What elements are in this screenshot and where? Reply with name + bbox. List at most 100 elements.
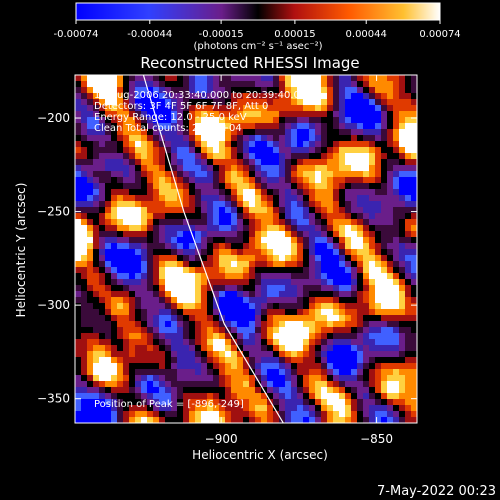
heatmap-cell xyxy=(261,165,268,172)
heatmap-cell xyxy=(93,219,100,226)
heatmap-cell xyxy=(279,411,286,418)
heatmap-cell xyxy=(231,225,238,232)
plot-frame xyxy=(74,74,418,424)
heatmap-cell xyxy=(225,99,232,106)
heatmap-cell xyxy=(351,255,358,262)
heatmap-cell xyxy=(333,393,340,400)
heatmap-cell xyxy=(123,339,130,346)
heatmap-cell xyxy=(165,87,172,94)
heatmap-cell xyxy=(357,153,364,160)
heatmap-cell xyxy=(333,327,340,334)
heatmap-cell xyxy=(171,111,178,118)
heatmap-cell xyxy=(111,147,118,154)
heatmap-cell xyxy=(189,279,196,286)
heatmap-cell xyxy=(255,369,262,376)
heatmap-cell xyxy=(231,393,238,400)
heatmap-cell xyxy=(165,369,172,376)
heatmap-cell xyxy=(339,339,346,346)
heatmap-cell xyxy=(387,231,394,238)
heatmap-cell xyxy=(345,327,352,334)
heatmap-cell xyxy=(345,261,352,268)
heatmap-cell xyxy=(303,291,310,298)
heatmap-cell xyxy=(135,189,142,196)
heatmap-cell xyxy=(345,105,352,112)
heatmap-cell xyxy=(129,147,136,154)
heatmap-cell xyxy=(339,399,346,406)
heatmap-cell xyxy=(219,261,226,268)
heatmap-cell xyxy=(171,249,178,256)
heatmap-cell xyxy=(303,261,310,268)
heatmap-cell xyxy=(243,279,250,286)
heatmap-cell xyxy=(123,129,130,136)
heatmap-cell xyxy=(105,159,112,166)
heatmap-cell xyxy=(321,219,328,226)
heatmap-cell xyxy=(99,147,106,154)
heatmap-cell xyxy=(333,387,340,394)
heatmap-cell xyxy=(315,249,322,256)
heatmap-cell xyxy=(201,165,208,172)
heatmap-cell xyxy=(99,381,106,388)
heatmap-cell xyxy=(195,369,202,376)
heatmap-cell xyxy=(327,267,334,274)
heatmap-cell xyxy=(141,237,148,244)
heatmap-cell xyxy=(255,261,262,268)
heatmap-cell xyxy=(93,303,100,310)
heatmap-cell xyxy=(117,87,124,94)
heatmap-cell xyxy=(165,213,172,220)
heatmap-cell xyxy=(219,255,226,262)
heatmap-cell xyxy=(285,225,292,232)
heatmap-cell xyxy=(231,243,238,250)
heatmap-cell xyxy=(213,273,220,280)
heatmap-cell xyxy=(135,291,142,298)
heatmap-cell xyxy=(261,189,268,196)
heatmap-cell xyxy=(255,375,262,382)
heatmap-cell xyxy=(369,309,376,316)
heatmap-cell xyxy=(273,243,280,250)
heatmap-cell xyxy=(213,129,220,136)
heatmap-cell xyxy=(333,345,340,352)
heatmap-cell xyxy=(309,351,316,358)
heatmap-cell xyxy=(297,273,304,280)
heatmap-cell xyxy=(399,111,406,118)
heatmap-cell xyxy=(135,177,142,184)
heatmap-cell xyxy=(399,405,406,412)
heatmap-cell xyxy=(285,177,292,184)
heatmap-cell xyxy=(231,339,238,346)
heatmap-cell xyxy=(75,267,82,274)
heatmap-cell xyxy=(111,111,118,118)
heatmap-cell xyxy=(279,189,286,196)
heatmap-cell xyxy=(405,327,412,334)
heatmap-cell xyxy=(129,177,136,184)
heatmap-cell xyxy=(183,213,190,220)
heatmap-cell xyxy=(357,411,364,418)
colorbar-tick-label: 0.00044 xyxy=(346,29,387,40)
heatmap-cell xyxy=(219,405,226,412)
heatmap-cell xyxy=(357,387,364,394)
heatmap-cell xyxy=(177,345,184,352)
heatmap-cell xyxy=(285,117,292,124)
heatmap-cell xyxy=(297,261,304,268)
heatmap-cell xyxy=(213,345,220,352)
heatmap-cell xyxy=(93,357,100,364)
heatmap-cell xyxy=(351,213,358,220)
heatmap-cell xyxy=(207,201,214,208)
heatmap-cell xyxy=(309,261,316,268)
heatmap-cell xyxy=(93,351,100,358)
heatmap-cell xyxy=(375,195,382,202)
heatmap-cell xyxy=(93,261,100,268)
heatmap-cell xyxy=(75,207,82,214)
heatmap-cell xyxy=(207,303,214,310)
heatmap-cell xyxy=(243,399,250,406)
heatmap-cell xyxy=(135,417,142,423)
heatmap-cell xyxy=(99,141,106,148)
heatmap-cell xyxy=(399,123,406,130)
heatmap-cell xyxy=(87,129,94,136)
heatmap-cell xyxy=(177,315,184,322)
heatmap-cell xyxy=(231,357,238,364)
heatmap-cell xyxy=(243,87,250,94)
heatmap-cell xyxy=(351,381,358,388)
heatmap-cell xyxy=(273,207,280,214)
heatmap-cell xyxy=(177,375,184,382)
heatmap-cell xyxy=(141,165,148,172)
heatmap-cell xyxy=(261,345,268,352)
